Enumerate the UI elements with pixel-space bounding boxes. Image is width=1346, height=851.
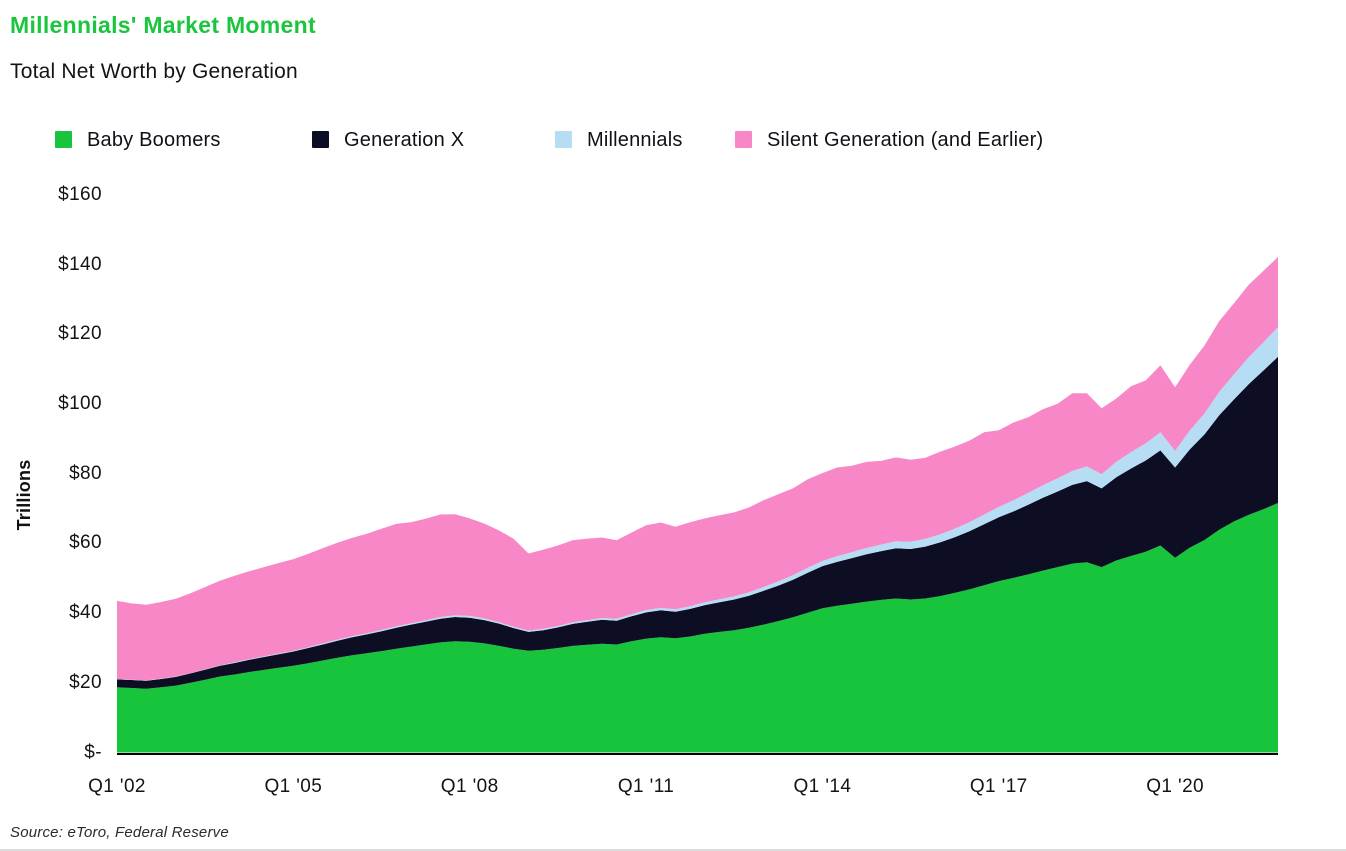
legend-label: Generation X	[344, 129, 465, 151]
legend-label: Millennials	[587, 129, 683, 151]
y-axis-title: Trillions	[14, 459, 34, 531]
x-axis-tick-label: Q1 '14	[793, 776, 852, 797]
y-axis-tick-label: $140	[58, 253, 102, 275]
legend-label: Silent Generation (and Earlier)	[767, 129, 1044, 151]
chart-title: Millennials' Market Moment	[10, 12, 316, 38]
x-axis-tick-label: Q1 '17	[969, 776, 1028, 797]
x-axis-line	[117, 753, 1278, 755]
x-axis-tick-label: Q1 '08	[440, 776, 499, 797]
millennials-swatch-icon	[555, 131, 572, 148]
x-axis-tick-label: Q1 '02	[88, 776, 146, 797]
y-axis-tick-label: $160	[58, 184, 102, 205]
area-band-silent-generation-and-earlier	[117, 257, 1278, 681]
area-band-generation-x	[117, 356, 1278, 689]
area-band-baby-boomers	[117, 503, 1278, 753]
legend: Baby Boomers Generation X Millennials Si…	[0, 129, 1346, 153]
x-axis-tick-label: Q1 '05	[264, 776, 323, 797]
legend-label: Baby Boomers	[87, 129, 221, 151]
y-axis-tick-label: $60	[69, 532, 102, 554]
x-axis-tick-label: Q1 '20	[1146, 776, 1205, 797]
silent-generation-swatch-icon	[735, 131, 752, 148]
generation-x-swatch-icon	[312, 131, 329, 148]
y-axis-tick-label: $20	[69, 671, 102, 693]
y-axis-tick-label: $80	[69, 462, 102, 484]
y-axis-tick-label: $40	[69, 602, 102, 624]
x-axis-tick-label: Q1 '11	[617, 776, 675, 797]
baby-boomers-swatch-icon	[55, 131, 72, 148]
y-axis-tick-label: $120	[58, 323, 102, 345]
y-axis-tick-label: $-	[84, 741, 102, 763]
chart-subtitle: Total Net Worth by Generation	[10, 60, 298, 83]
source-note: Source: eToro, Federal Reserve	[10, 824, 229, 841]
y-axis-tick-label: $100	[58, 393, 102, 415]
